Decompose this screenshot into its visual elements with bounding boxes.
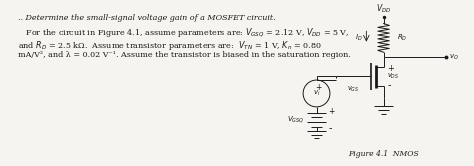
Text: $v_O$: $v_O$ [449,52,458,62]
Text: and $R_D$ = 2.5 kΩ.  Assume transistor parameters are:  $V_{TN}$ = 1 V, $K_n$ = : and $R_D$ = 2.5 kΩ. Assume transistor pa… [18,39,321,52]
Text: .. Determine the small-signal voltage gain of a MOSFET circuit.: .. Determine the small-signal voltage ga… [18,14,275,22]
Text: $V_{DD}$: $V_{DD}$ [376,2,391,15]
Text: +: + [315,83,322,92]
Text: $v_{DS}$: $v_{DS}$ [387,72,400,81]
Text: $v_{GS}$: $v_{GS}$ [347,85,360,94]
Text: Figure 4.1  NMOS: Figure 4.1 NMOS [348,150,419,158]
Text: $I_D$: $I_D$ [355,33,363,43]
Text: $v_i$: $v_i$ [313,89,320,98]
Text: -: - [387,80,391,90]
Text: +: + [387,64,394,73]
Text: -: - [328,123,331,133]
Text: For the circuit in Figure 4.1, assume parameters are: $V_{GSQ}$ = 2.12 V, $V_{DD: For the circuit in Figure 4.1, assume pa… [18,26,349,39]
Text: +: + [328,107,334,116]
Text: $V_{GSQ}$: $V_{GSQ}$ [287,115,304,125]
Text: $R_D$: $R_D$ [397,33,407,43]
Text: mA/V², and λ = 0.02 V⁻¹. Assume the transistor is biased in the saturation regio: mA/V², and λ = 0.02 V⁻¹. Assume the tran… [18,51,350,59]
